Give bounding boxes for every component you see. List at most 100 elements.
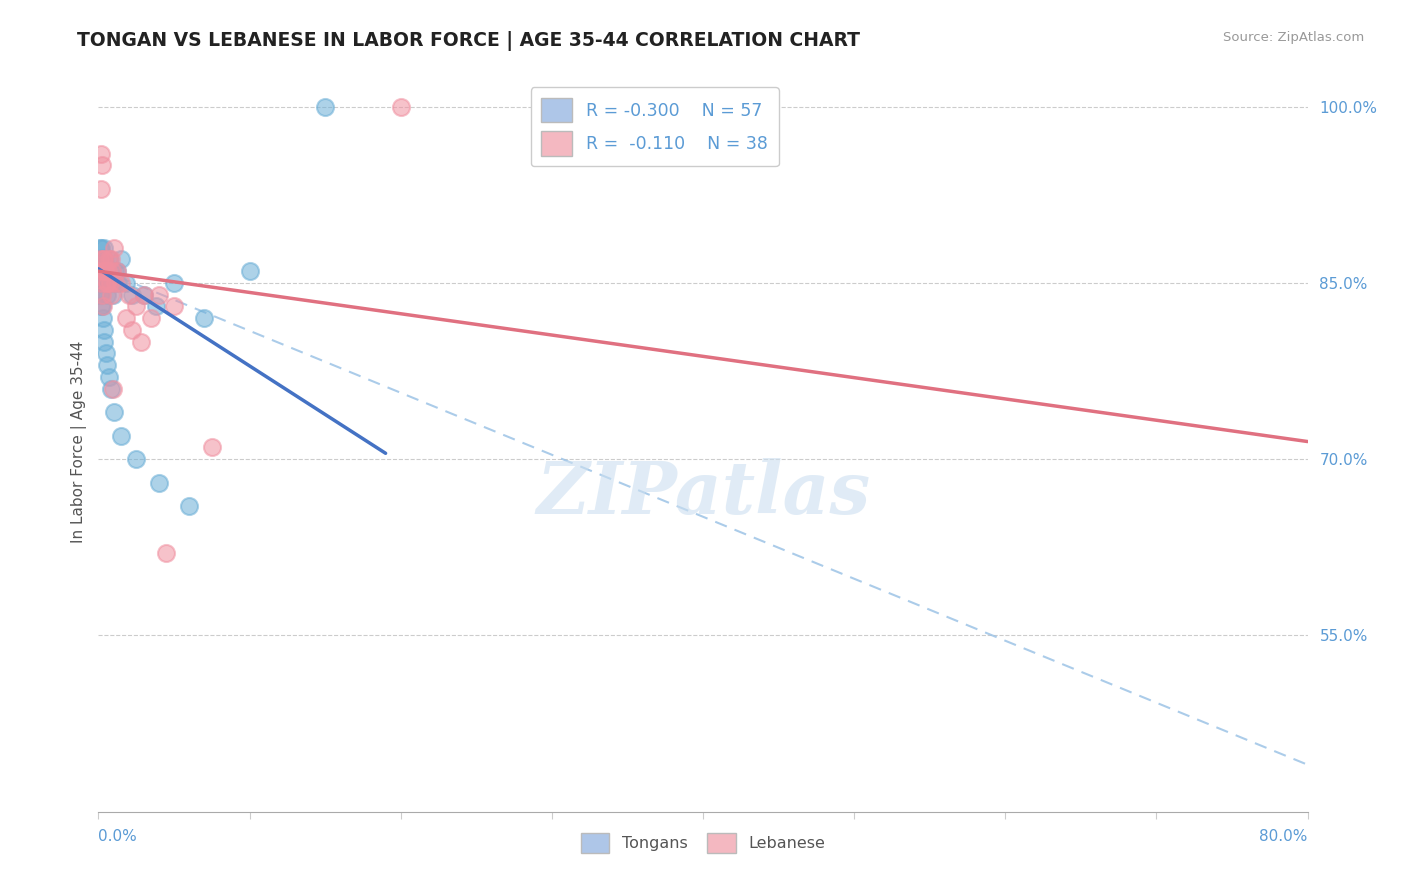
- Point: [104, 264, 127, 278]
- Point: [101, 382, 124, 396]
- Point: [163, 276, 186, 290]
- Point: [121, 323, 143, 337]
- Point: [91, 252, 114, 267]
- Point: [91, 252, 114, 267]
- Point: [91, 276, 114, 290]
- Point: [96, 287, 118, 301]
- Point: [110, 428, 132, 442]
- Point: [96, 358, 118, 372]
- Point: [98, 264, 121, 278]
- Point: [90, 287, 112, 301]
- Point: [89, 264, 111, 278]
- Point: [90, 276, 112, 290]
- Point: [89, 252, 111, 267]
- Point: [90, 276, 112, 290]
- Point: [239, 264, 262, 278]
- Point: [110, 276, 132, 290]
- Point: [103, 241, 125, 255]
- Point: [91, 158, 114, 172]
- Point: [93, 264, 115, 278]
- Point: [96, 276, 118, 290]
- Point: [90, 241, 112, 255]
- Text: 0.0%: 0.0%: [98, 830, 138, 845]
- Point: [193, 311, 215, 326]
- Point: [201, 441, 224, 455]
- Point: [125, 452, 148, 467]
- Point: [89, 252, 111, 267]
- Y-axis label: In Labor Force | Age 35-44: In Labor Force | Age 35-44: [72, 341, 87, 542]
- Point: [93, 241, 115, 255]
- Point: [91, 299, 114, 313]
- Point: [91, 252, 114, 267]
- Point: [90, 252, 112, 267]
- Text: Source: ZipAtlas.com: Source: ZipAtlas.com: [1223, 31, 1364, 45]
- Point: [100, 287, 122, 301]
- Point: [90, 182, 112, 196]
- Text: ZIPatlas: ZIPatlas: [536, 458, 870, 529]
- Point: [107, 276, 129, 290]
- Point: [179, 499, 201, 513]
- Point: [90, 146, 112, 161]
- Point: [93, 323, 115, 337]
- Point: [104, 276, 127, 290]
- Point: [90, 287, 112, 301]
- Point: [155, 546, 177, 560]
- Point: [118, 287, 141, 301]
- Point: [114, 311, 136, 326]
- Point: [98, 252, 121, 267]
- Point: [89, 276, 111, 290]
- Point: [105, 264, 128, 278]
- Point: [94, 264, 117, 278]
- Point: [105, 264, 128, 278]
- Point: [96, 276, 118, 290]
- Text: 80.0%: 80.0%: [1260, 830, 1308, 845]
- Point: [141, 311, 163, 326]
- Point: [90, 299, 112, 313]
- Point: [110, 252, 132, 267]
- Point: [89, 264, 111, 278]
- Point: [100, 276, 122, 290]
- Point: [132, 287, 155, 301]
- Point: [93, 334, 115, 349]
- Point: [121, 287, 143, 301]
- Legend: Tongans, Lebanese: Tongans, Lebanese: [574, 827, 832, 859]
- Point: [89, 241, 111, 255]
- Point: [103, 405, 125, 419]
- Point: [125, 299, 148, 313]
- Point: [89, 276, 111, 290]
- Point: [114, 276, 136, 290]
- Point: [148, 475, 170, 490]
- Point: [93, 252, 115, 267]
- Point: [90, 276, 112, 290]
- Point: [94, 264, 117, 278]
- Point: [101, 264, 124, 278]
- Point: [389, 100, 412, 114]
- Point: [314, 100, 336, 114]
- Point: [129, 334, 152, 349]
- Point: [101, 287, 124, 301]
- Point: [94, 276, 117, 290]
- Point: [132, 287, 155, 301]
- Point: [103, 276, 125, 290]
- Point: [148, 287, 170, 301]
- Point: [90, 264, 112, 278]
- Point: [97, 276, 120, 290]
- Point: [94, 264, 117, 278]
- Point: [100, 252, 122, 267]
- Point: [98, 252, 121, 267]
- Point: [89, 264, 111, 278]
- Text: TONGAN VS LEBANESE IN LABOR FORCE | AGE 35-44 CORRELATION CHART: TONGAN VS LEBANESE IN LABOR FORCE | AGE …: [77, 31, 860, 51]
- Point: [94, 346, 117, 360]
- Point: [163, 299, 186, 313]
- Point: [89, 287, 111, 301]
- Point: [91, 299, 114, 313]
- Point: [101, 264, 124, 278]
- Point: [90, 252, 112, 267]
- Point: [98, 370, 121, 384]
- Point: [145, 299, 167, 313]
- Point: [93, 252, 115, 267]
- Point: [97, 264, 120, 278]
- Point: [96, 264, 118, 278]
- Point: [91, 311, 114, 326]
- Point: [98, 276, 121, 290]
